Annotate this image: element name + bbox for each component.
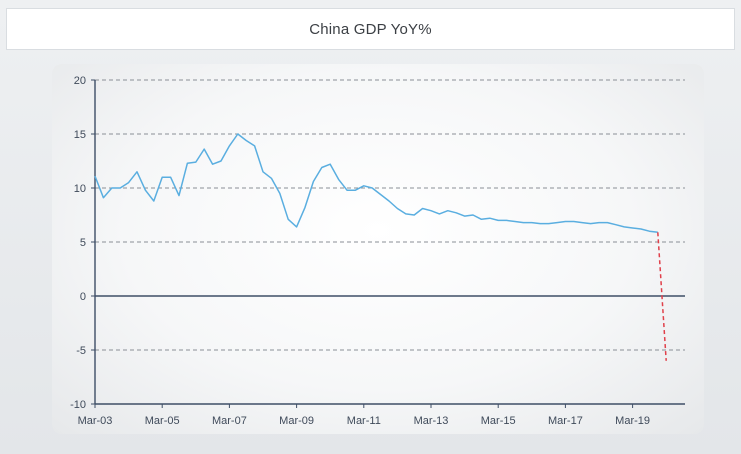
y-tick-label: -5 bbox=[76, 345, 86, 357]
y-tick-label: 15 bbox=[74, 129, 86, 141]
x-tick-label: Mar-07 bbox=[212, 415, 247, 427]
x-tick-label: Mar-17 bbox=[548, 415, 583, 427]
gdp-series-line bbox=[94, 133, 658, 234]
y-tick-label: 5 bbox=[80, 237, 86, 249]
chart-title: China GDP YoY% bbox=[309, 20, 432, 38]
y-tick-label: 20 bbox=[74, 75, 86, 87]
x-tick-label: Mar-13 bbox=[414, 415, 449, 427]
chart-title-bar: China GDP YoY% bbox=[6, 8, 735, 50]
chart-panel bbox=[52, 64, 704, 434]
y-tick-label: -10 bbox=[70, 399, 86, 411]
y-tick-label: 0 bbox=[80, 291, 86, 303]
gdp-projection-line bbox=[657, 232, 667, 361]
x-tick-label: Mar-19 bbox=[615, 415, 650, 427]
x-tick-label: Mar-09 bbox=[279, 415, 314, 427]
x-tick-label: Mar-05 bbox=[145, 415, 180, 427]
x-tick-label: Mar-15 bbox=[481, 415, 516, 427]
x-tick-label: Mar-11 bbox=[347, 415, 381, 427]
y-tick-label: 10 bbox=[74, 183, 86, 195]
x-tick-label: Mar-03 bbox=[78, 415, 113, 427]
